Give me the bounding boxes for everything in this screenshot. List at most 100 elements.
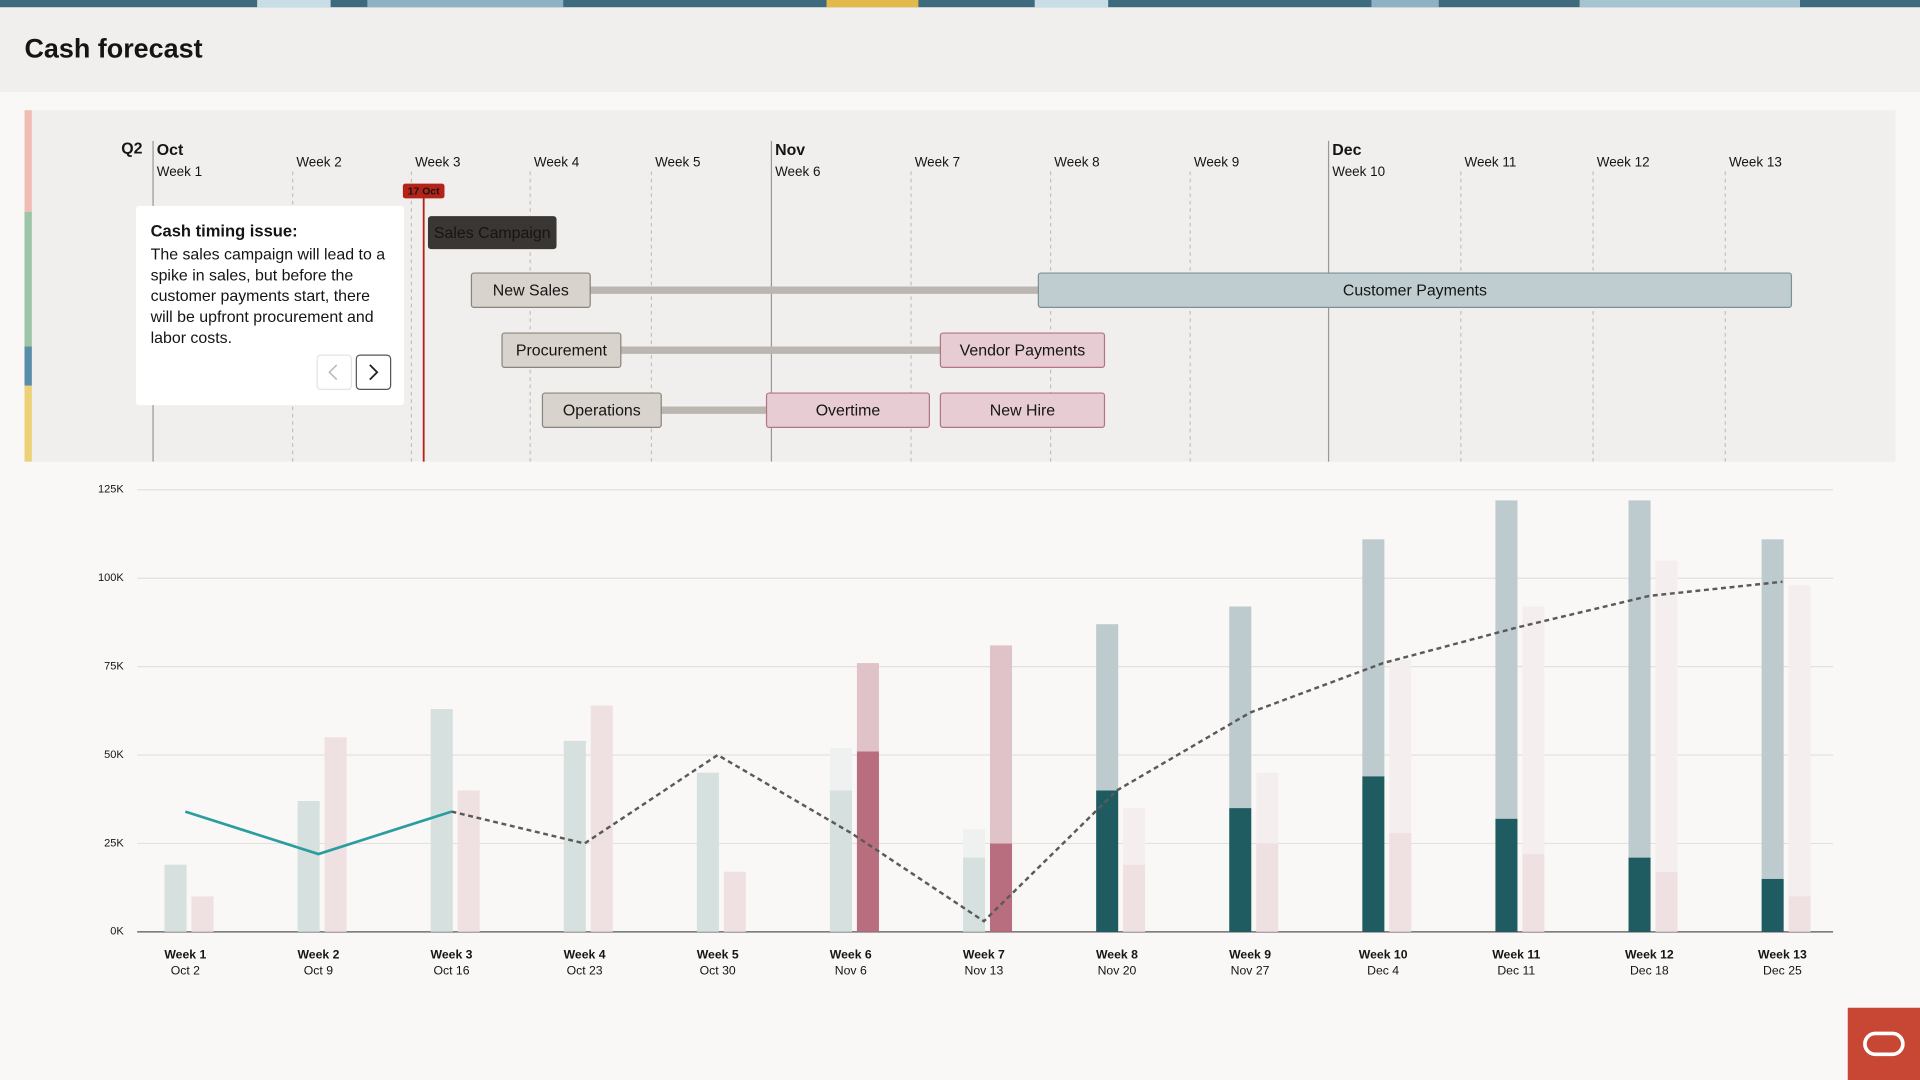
line	[184, 810, 452, 856]
x-tick-label: Week 1	[164, 947, 206, 961]
bar	[1362, 539, 1385, 777]
task-label: Sales Campaign	[434, 225, 551, 242]
week-label: Week 7	[915, 154, 960, 169]
banner-shape	[1371, 0, 1439, 8]
logo-mark	[1863, 1031, 1905, 1057]
x-date-label: Oct 9	[304, 963, 333, 977]
week-label: Week 8	[1054, 154, 1099, 169]
x-date-label: Oct 23	[567, 963, 603, 977]
next-button[interactable]	[355, 354, 392, 390]
banner	[0, 0, 1920, 8]
task-bar	[501, 332, 622, 368]
prev-button[interactable]	[316, 354, 353, 390]
task-bar	[1037, 272, 1793, 308]
x-tick-label: Week 10	[1359, 947, 1408, 961]
page-title: Cash forecast	[24, 33, 202, 63]
bar	[1655, 871, 1678, 932]
x-tick-label: Week 12	[1625, 947, 1674, 961]
bar	[1628, 500, 1651, 858]
task-bar	[765, 392, 930, 428]
bar	[1123, 808, 1146, 865]
bar	[1229, 606, 1252, 809]
today-badge	[402, 183, 445, 199]
x-date-label: Oct 30	[700, 963, 736, 977]
bar	[1761, 878, 1784, 932]
x-tick-label: Week 6	[830, 947, 872, 961]
x-date-label: Oct 2	[171, 963, 200, 977]
stripe	[24, 346, 32, 386]
task-label: Vendor Payments	[960, 343, 1086, 360]
bar	[191, 896, 214, 932]
x-date-label: Nov 27	[1231, 963, 1270, 977]
bar	[990, 645, 1013, 844]
x-date-label: Dec 25	[1763, 963, 1802, 977]
bar	[1256, 772, 1279, 844]
banner-shape	[367, 0, 564, 8]
quarter-label: Q2	[121, 141, 142, 158]
callout-title: Cash timing issue:	[150, 221, 298, 240]
banner-shape	[257, 0, 331, 8]
task-label: Customer Payments	[1343, 283, 1487, 300]
bar	[1495, 500, 1518, 819]
x-date-label: Nov 13	[964, 963, 1003, 977]
bar	[1788, 585, 1811, 897]
month-label: Oct	[157, 142, 184, 159]
x-tick-label: Week 9	[1229, 947, 1271, 961]
bar	[1123, 864, 1146, 932]
bar	[563, 740, 586, 932]
stripe	[24, 110, 32, 212]
task-label: New Hire	[990, 403, 1056, 420]
week-label: Week 13	[1729, 154, 1782, 169]
month-label: Nov	[775, 142, 805, 159]
bar	[1628, 857, 1651, 932]
task-bar	[470, 272, 591, 308]
y-tick-label: 25K	[104, 837, 124, 849]
bar	[963, 829, 986, 858]
x-tick-label: Week 7	[963, 947, 1005, 961]
x-date-label: Nov 20	[1098, 963, 1137, 977]
task-bar	[939, 332, 1106, 368]
month-label: Dec	[1332, 142, 1361, 159]
bar	[856, 663, 879, 752]
bar	[696, 772, 719, 932]
bar	[1495, 818, 1518, 932]
callout-body: The sales campaign will lead to a spike …	[150, 244, 386, 347]
x-tick-label: Week 3	[431, 947, 473, 961]
bar	[1229, 808, 1252, 932]
bar	[590, 705, 613, 932]
y-tick-label: 75K	[104, 661, 124, 673]
task-bar	[541, 392, 662, 428]
stripe	[24, 385, 32, 462]
today-label: 17 Oct	[408, 186, 440, 197]
week-label: Week 10	[1332, 164, 1385, 179]
bar	[829, 747, 853, 791]
bar	[1389, 659, 1412, 833]
y-tick-label: 100K	[98, 572, 124, 584]
y-tick-label: 125K	[98, 484, 124, 496]
task-label: Operations	[563, 403, 641, 420]
bar	[430, 709, 453, 932]
y-tick-label: 0K	[110, 926, 124, 938]
x-tick-label: Week 8	[1096, 947, 1138, 961]
banner-shape	[1579, 0, 1800, 8]
bar	[164, 864, 187, 932]
logo	[1847, 1007, 1920, 1080]
bar	[1655, 560, 1678, 872]
x-tick-label: Week 5	[697, 947, 739, 961]
bar	[1522, 854, 1545, 932]
banner-shape	[826, 0, 919, 8]
week-label: Week 4	[534, 154, 580, 169]
x-date-label: Oct 16	[433, 963, 469, 977]
bar	[1389, 832, 1412, 932]
bar	[1362, 776, 1385, 932]
week-label: Week 9	[1194, 154, 1239, 169]
stripe	[24, 211, 32, 347]
bar	[990, 843, 1013, 932]
week-label: Week 12	[1597, 154, 1650, 169]
x-tick-label: Week 11	[1492, 947, 1540, 961]
next-icon	[369, 364, 379, 381]
week-label: Week 5	[655, 154, 700, 169]
bar	[1788, 896, 1811, 932]
